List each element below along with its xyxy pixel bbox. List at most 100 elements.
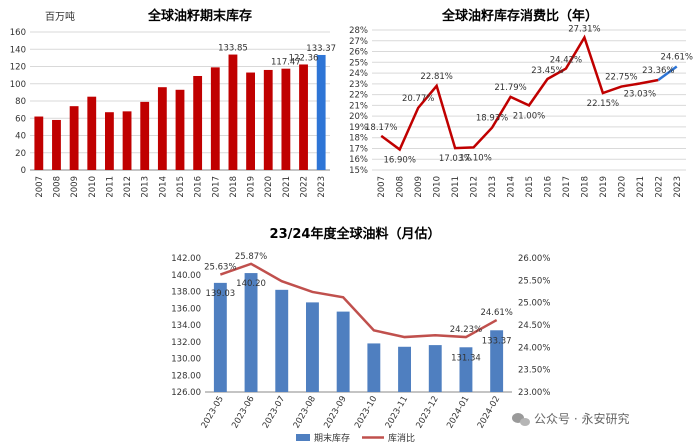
x-tick-label: 2015 [525, 176, 535, 198]
x-tick-label: 2007 [377, 176, 387, 198]
x-tick-label: 2022 [300, 176, 310, 198]
y-tick-label: 60 [15, 114, 26, 124]
chart2-x-axis: 2007 2008 2009 2010 2011 2012 2013 2014 2015 2016… [377, 176, 683, 198]
y-tick-label-left: 126.00 [171, 388, 201, 398]
bar [52, 119, 61, 170]
x-tick-label: 2021 [282, 176, 292, 198]
chart3-y-axis-right: 23.00% 23.50% 24.00% 24.50% 25.00% 25.50% 26.0… [518, 254, 550, 398]
y-tick-label: 140 [10, 45, 26, 55]
bar [336, 311, 350, 392]
x-tick-label: 2024-01 [445, 395, 471, 431]
x-tick-label: 2015 [176, 176, 186, 198]
y-tick-label-left: 138.00 [171, 288, 201, 298]
bar [87, 96, 97, 170]
x-tick-label: 2013 [141, 176, 151, 198]
y-tick-label-left: 134.00 [171, 321, 201, 331]
x-tick-label: 2008 [396, 176, 406, 198]
x-tick-label: 2008 [52, 176, 62, 198]
y-tick-label: 24% [349, 69, 368, 79]
x-tick-label: 2007 [35, 176, 45, 198]
y-tick-label: 27% [349, 37, 368, 47]
x-tick-label: 2020 [264, 176, 274, 198]
bar [122, 111, 132, 170]
y-tick-label: 17% [349, 144, 368, 154]
chart2-title: 全球油籽库存消费比（年） [441, 8, 598, 24]
y-tick-label: 15% [349, 166, 368, 176]
data-label: 133.37 [306, 44, 336, 54]
chart3-series-line [219, 262, 498, 339]
x-tick-label: 2017 [562, 176, 572, 198]
data-label: 18.17% [365, 123, 397, 133]
bar [157, 87, 167, 170]
bar [459, 347, 473, 392]
chart3-bars [213, 273, 504, 392]
bar [213, 282, 227, 392]
bar [246, 72, 255, 170]
data-label: 18.93% [476, 114, 508, 124]
y-tick-label-right: 26.00% [518, 254, 550, 264]
x-tick-label: 2011 [105, 176, 115, 198]
x-tick-label: 2023-12 [414, 395, 440, 431]
x-tick-label: 2024-02 [476, 395, 502, 431]
y-tick-label: 40 [15, 132, 26, 142]
y-tick-label-left: 142.00 [171, 254, 201, 264]
data-label: 20.77% [402, 94, 434, 104]
bar [228, 54, 238, 170]
x-tick-label: 2023-08 [292, 395, 318, 431]
y-tick-label: 100 [10, 80, 26, 90]
line-data-label: 25.63% [204, 263, 236, 273]
x-tick-label: 2013 [488, 176, 498, 198]
data-label: 23.03% [624, 90, 656, 100]
chart3-title: 23/24年度全球油料（月估） [270, 226, 441, 242]
y-tick-label: 80 [15, 97, 26, 107]
y-tick-label: 0 [21, 166, 26, 176]
y-tick-label: 16% [349, 155, 368, 165]
x-tick-label: 2019 [247, 176, 257, 198]
bar [428, 345, 442, 392]
bar-data-label: 140.20 [236, 279, 266, 289]
chart2-y-axis: 15%16%17%18%19%20%21%22%23%24%25%26%27%2… [349, 26, 368, 176]
x-tick-label: 2010 [88, 176, 98, 198]
watermark: 公众号 · 永安研究 [512, 411, 629, 426]
bar [490, 330, 504, 392]
data-label: 21.79% [494, 83, 526, 93]
y-tick-label-right: 23.50% [518, 366, 550, 376]
data-label: 21.00% [513, 111, 545, 121]
chart3-x-axis: 2023-05 2023-06 2023-07 2023-08 2023-09 2023-… [200, 395, 503, 431]
data-label: 133.85 [218, 44, 248, 54]
x-tick-label: 2012 [123, 176, 133, 198]
data-label: 16.90% [383, 156, 415, 166]
y-tick-label: 19% [349, 123, 368, 133]
x-tick-label: 2011 [451, 176, 461, 198]
x-tick-label: 2020 [617, 176, 627, 198]
bar [367, 343, 381, 392]
chart2-gridlines [372, 29, 686, 171]
line-data-label: 24.23% [450, 325, 482, 335]
data-label: 23.36% [642, 66, 674, 76]
data-label: 117.47 [271, 58, 301, 68]
y-tick-label: 18% [349, 134, 368, 144]
chart1-x-axis: 2007 2008 2009 2010 2011 2012 2013 2014 2015 2016… [35, 176, 327, 198]
x-tick-label: 2023-07 [261, 395, 287, 431]
data-label: 22.81% [420, 72, 452, 82]
y-tick-label: 20 [15, 149, 26, 159]
data-label: 24.42% [550, 56, 582, 66]
bar [281, 68, 291, 170]
bar [69, 106, 79, 170]
x-tick-label: 2018 [229, 176, 239, 198]
legend-swatch-bar [296, 434, 310, 441]
x-tick-label: 2023-09 [322, 395, 348, 431]
data-label: 22.15% [587, 99, 619, 109]
chart2-data-labels: 18.17% 16.90% 20.77% 22.81% 17.03%17.10% 18.9… [365, 24, 693, 165]
data-label: 24.61% [661, 53, 693, 63]
data-label: 22.75% [605, 73, 637, 83]
wechat-icon [512, 413, 530, 426]
data-label: 17.03% [439, 154, 471, 164]
y-tick-label: 26% [349, 48, 368, 58]
x-tick-label: 2014 [158, 176, 168, 198]
x-tick-label: 2021 [636, 176, 646, 198]
x-tick-label: 2023-06 [230, 395, 256, 431]
x-tick-label: 2023-11 [384, 395, 410, 431]
